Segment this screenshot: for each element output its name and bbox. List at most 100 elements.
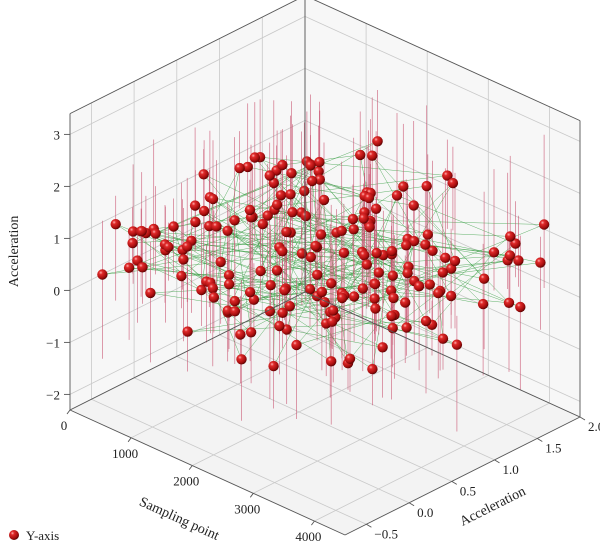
- y-tick-mark: [579, 416, 586, 421]
- y-tick-mark: [408, 502, 415, 507]
- connector-line: [168, 238, 408, 248]
- connector-line: [437, 293, 444, 339]
- data-point: [433, 287, 444, 299]
- data-point: [367, 150, 378, 161]
- connector-line: [426, 186, 456, 261]
- data-point: [357, 283, 368, 294]
- data-point: [229, 215, 240, 226]
- connector-line: [137, 260, 280, 327]
- connector-line: [425, 244, 519, 261]
- data-point: [249, 152, 260, 163]
- floor-pane: [70, 292, 580, 535]
- data-point: [285, 189, 296, 200]
- grid-line: [69, 16, 306, 135]
- data-point: [296, 248, 308, 259]
- x-tick-mark: [66, 409, 71, 415]
- connector-line: [408, 266, 521, 308]
- data-point: [275, 190, 287, 201]
- frame-edge: [344, 416, 581, 536]
- data-point: [127, 237, 138, 249]
- connector-line: [262, 223, 510, 256]
- data-point: [446, 263, 457, 274]
- legend-label: Y-axis: [26, 528, 59, 543]
- data-point: [420, 315, 432, 327]
- data-point: [369, 278, 381, 290]
- data-point: [369, 293, 380, 304]
- data-point: [244, 287, 256, 298]
- data-point: [168, 221, 179, 232]
- data-point: [245, 327, 257, 338]
- data-point: [401, 240, 412, 251]
- data-point: [284, 301, 295, 312]
- data-point: [316, 286, 328, 298]
- y-tick-mark: [494, 459, 500, 464]
- data-point: [445, 290, 457, 302]
- z-axis-label: Acceleration: [7, 216, 22, 288]
- data-point: [190, 216, 201, 228]
- data-point: [299, 185, 310, 197]
- data-point: [408, 200, 419, 211]
- frame-edge: [69, 291, 306, 411]
- connector-line: [291, 172, 365, 197]
- grid-line: [69, 68, 306, 187]
- data-point: [313, 166, 324, 177]
- data-point: [314, 156, 325, 168]
- data-point: [348, 224, 359, 235]
- data-point: [327, 316, 338, 327]
- data-point: [513, 255, 524, 266]
- data-point: [427, 245, 438, 256]
- data-point: [413, 281, 425, 292]
- data-point: [421, 180, 432, 192]
- tick-label: 3000: [234, 501, 260, 516]
- connector-line: [250, 216, 545, 225]
- data-point: [207, 283, 218, 294]
- connector-line: [284, 254, 365, 291]
- data-point: [234, 162, 245, 174]
- data-point: [286, 168, 297, 179]
- data-point: [370, 203, 382, 214]
- data-point: [215, 256, 226, 268]
- connector-line: [349, 280, 415, 359]
- connector-line: [431, 252, 495, 325]
- data-point: [306, 175, 318, 187]
- data-point: [422, 229, 433, 240]
- data-point: [437, 267, 448, 278]
- data-point: [504, 250, 516, 261]
- data-point: [338, 247, 350, 258]
- data-point: [305, 251, 316, 263]
- data-point: [277, 307, 288, 318]
- grid-line: [130, 319, 367, 439]
- data-point: [347, 213, 359, 225]
- y-tick-mark: [451, 481, 458, 485]
- data-point: [318, 194, 330, 206]
- tick-labels: 0 1000 2000 3000 4000 −0.5 0.0 0.5 1.0 1.5 2.0 −2 −1…: [46, 127, 600, 544]
- grid-line: [314, 402, 550, 522]
- connector-line: [250, 173, 292, 218]
- tick-label: 1000: [112, 446, 138, 461]
- data-points: [97, 136, 550, 375]
- data-point: [344, 353, 356, 364]
- data-point: [189, 200, 201, 211]
- data-point: [326, 356, 337, 367]
- data-point: [223, 279, 235, 290]
- data-point: [373, 267, 384, 278]
- connector-line: [273, 182, 414, 206]
- x-tick-mark: [188, 465, 193, 470]
- connector-line: [359, 154, 368, 193]
- frame-edge: [69, 0, 298, 115]
- data-point: [402, 267, 413, 279]
- data-point: [348, 291, 360, 302]
- data-point: [367, 363, 378, 375]
- tick-label: 0.5: [460, 483, 476, 498]
- tick-label: 1.5: [545, 441, 561, 456]
- data-point: [211, 221, 222, 232]
- data-point: [163, 241, 174, 253]
- data-point: [271, 199, 283, 210]
- data-point: [110, 219, 121, 230]
- data-point: [391, 190, 403, 201]
- data-point: [386, 310, 397, 322]
- data-point: [265, 280, 276, 291]
- data-point: [371, 247, 382, 259]
- data-point: [451, 339, 463, 350]
